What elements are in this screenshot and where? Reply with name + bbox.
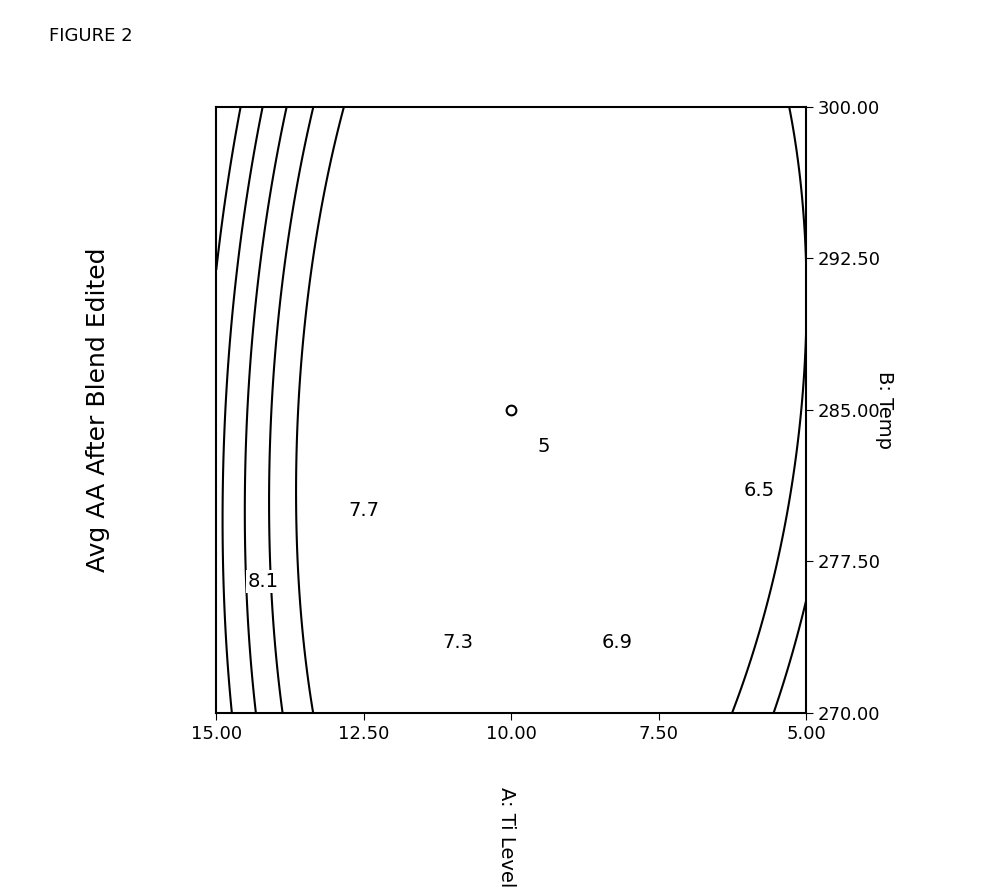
Text: A: Ti Level: A: Ti Level (496, 788, 516, 887)
Text: 6.9: 6.9 (602, 633, 633, 651)
Text: 6.5: 6.5 (743, 481, 775, 500)
Text: 7.3: 7.3 (442, 633, 474, 651)
Text: 7.7: 7.7 (348, 502, 379, 520)
Text: Avg AA After Blend Edited: Avg AA After Blend Edited (87, 248, 110, 572)
Text: 8.1: 8.1 (248, 572, 279, 591)
Text: B: Temp: B: Temp (875, 371, 895, 449)
Text: FIGURE 2: FIGURE 2 (49, 27, 133, 45)
Text: 5: 5 (538, 437, 549, 455)
